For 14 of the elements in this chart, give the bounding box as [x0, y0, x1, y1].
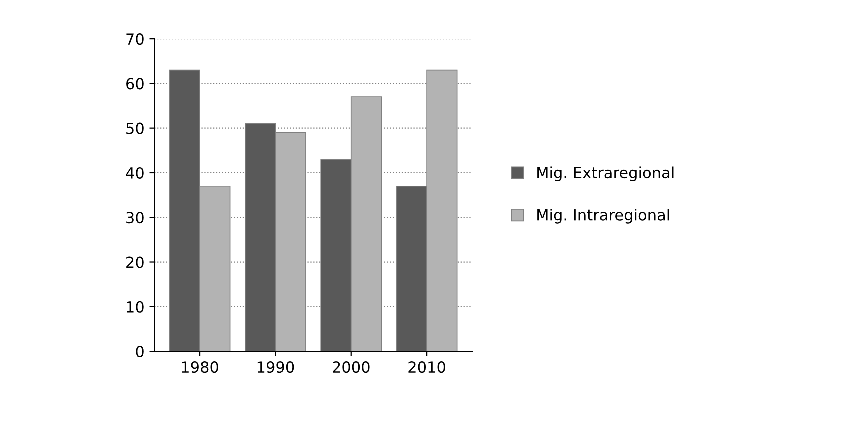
- y-tick-label: 40: [126, 167, 144, 179]
- y-tick-label: 50: [126, 122, 144, 134]
- legend-label: Mig. Intraregional: [538, 209, 670, 224]
- y-tick-label: 20: [126, 256, 144, 268]
- y-tick-label: 70: [126, 34, 144, 46]
- x-tick-label: 2000: [333, 362, 370, 374]
- y-tick-label: 10: [127, 301, 144, 313]
- legend-label: Mig. Extraregional: [538, 166, 674, 182]
- y-tick-label: 60: [126, 78, 144, 90]
- y-tick-label: 0: [136, 346, 144, 358]
- y-tick-label: 30: [126, 212, 144, 224]
- x-tick-label: 2010: [408, 362, 446, 374]
- x-tick-label: 1990: [258, 362, 294, 374]
- x-tick-label: 1980: [182, 362, 218, 374]
